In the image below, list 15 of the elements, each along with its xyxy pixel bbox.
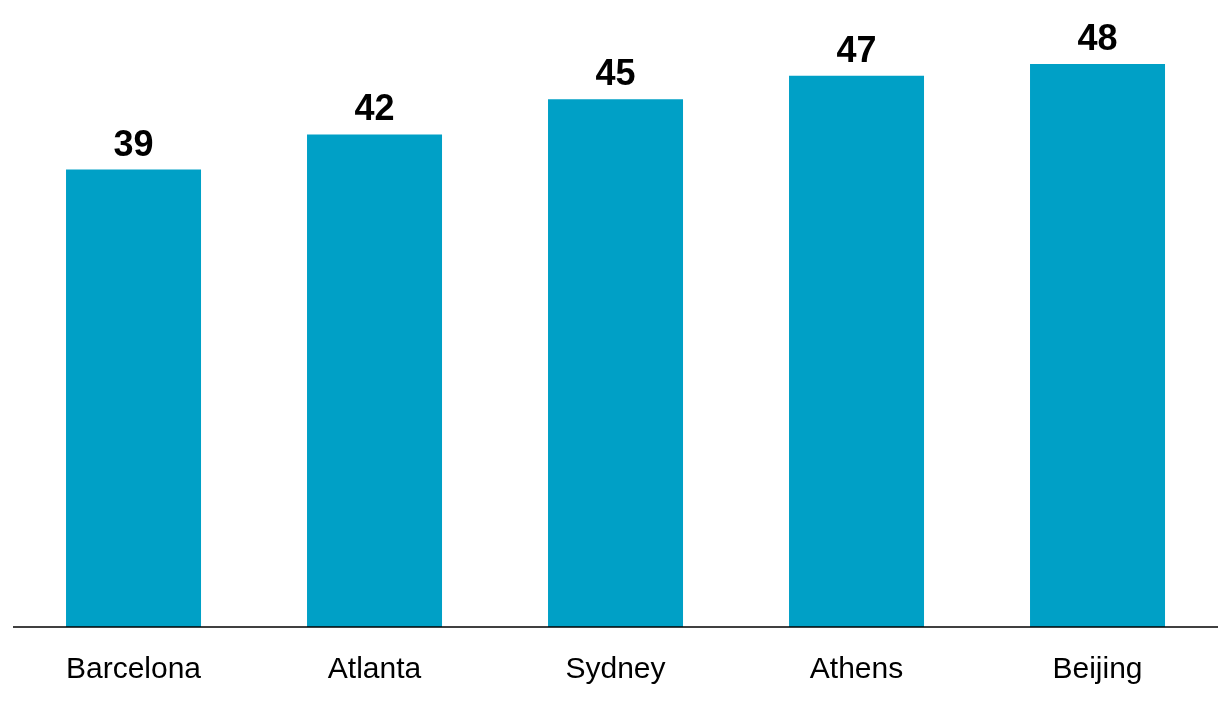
bar (1030, 64, 1166, 627)
data-label: 47 (836, 28, 877, 70)
x-tick-label: Atlanta (327, 651, 422, 685)
bar (789, 75, 925, 627)
bar (66, 169, 202, 627)
bar (548, 99, 684, 627)
x-tick-label: Beijing (1052, 651, 1143, 685)
data-label: 45 (595, 52, 636, 94)
x-tick-label: Athens (809, 651, 904, 685)
bar (307, 134, 443, 627)
x-tick-label: Barcelona (65, 651, 202, 685)
data-label: 39 (113, 122, 154, 164)
x-tick-label: Sydney (565, 651, 666, 685)
data-label: 48 (1077, 17, 1118, 58)
data-label: 42 (354, 87, 395, 129)
